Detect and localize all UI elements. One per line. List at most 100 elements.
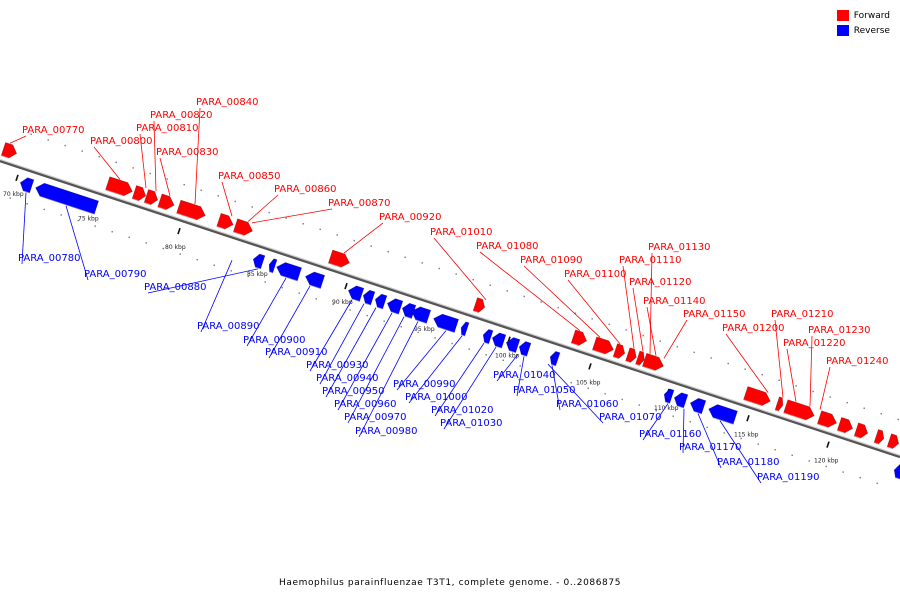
gene-bevel	[39, 195, 95, 215]
track-dot	[557, 306, 559, 309]
gene-bevel	[351, 298, 360, 303]
leader-line	[246, 277, 287, 347]
tick-label: 110 kbp	[654, 405, 679, 412]
track-dot	[502, 359, 504, 361]
forward-gene-label: PARA_00770	[22, 125, 84, 136]
track-dot	[111, 231, 113, 233]
reverse-gene-label: PARA_01170	[679, 442, 741, 453]
track-dot	[642, 334, 644, 337]
reverse-gene-label: PARA_00970	[344, 412, 406, 423]
gene-bevel	[216, 226, 225, 230]
reverse-gene	[893, 464, 900, 480]
leader-line	[642, 403, 669, 441]
leader-line	[347, 316, 405, 424]
forward-gene-label: PARA_01240	[826, 356, 888, 367]
leader-line	[408, 335, 463, 404]
track-dot	[625, 329, 627, 331]
forward-gene-label: PARA_01100	[564, 269, 626, 280]
reverse-gene	[268, 258, 278, 274]
track-dot	[77, 219, 79, 222]
forward-gene-label: PARA_00850	[218, 171, 280, 182]
forward-gene	[232, 218, 253, 236]
forward-gene	[570, 329, 588, 346]
leader-line	[516, 356, 525, 397]
leader-line	[819, 366, 831, 410]
tick-mark	[177, 227, 181, 235]
tick-label: 75 kbp	[78, 216, 99, 223]
gene-bevel	[635, 363, 640, 367]
reverse-gene	[673, 392, 689, 409]
gene-bevel	[551, 364, 556, 367]
track-dot	[81, 150, 83, 152]
track-dot	[230, 270, 232, 272]
reverse-gene-label: PARA_00910	[265, 347, 327, 358]
forward-gene-label: PARA_01200	[722, 323, 784, 334]
forward-gene-label: PARA_01140	[643, 296, 705, 307]
reverse-gene	[401, 302, 417, 320]
track-dot	[608, 323, 610, 326]
gene-bevel	[269, 271, 273, 274]
track-dot	[829, 396, 831, 398]
track-dot	[744, 368, 746, 370]
forward-gene-label: PARA_01230	[808, 325, 870, 336]
track-dot	[30, 133, 32, 136]
leader-line	[65, 205, 89, 281]
track-dot	[264, 281, 266, 283]
track-dot	[676, 346, 678, 348]
reverse-gene-label: PARA_01060	[556, 399, 618, 410]
leader-line	[396, 330, 447, 391]
tick-label: 85 kbp	[247, 271, 268, 278]
leader-line	[21, 192, 27, 265]
track-dot	[859, 476, 861, 479]
forward-gene	[0, 142, 18, 159]
tick-label: 95 kbp	[414, 326, 435, 333]
track-dot	[468, 348, 470, 350]
track-dot	[9, 197, 11, 199]
gene-bevel	[105, 189, 124, 197]
gene-bevel	[484, 342, 489, 345]
track-dot	[60, 214, 62, 216]
track-dot	[706, 426, 708, 429]
track-dot	[638, 404, 640, 406]
forward-gene	[157, 193, 175, 211]
genome-caption: Haemophilus parainfluenzae T3T1, complet…	[278, 578, 622, 588]
forward-gene-label: PARA_00800	[90, 136, 152, 147]
forward-gene-label: PARA_01150	[683, 309, 745, 320]
reverse-gene-label: PARA_00880	[144, 282, 206, 293]
leader-line	[221, 181, 233, 217]
gene-bevel	[836, 430, 845, 434]
leader-line	[358, 321, 419, 438]
track-dot	[285, 217, 287, 219]
reverse-gene-label: PARA_00790	[84, 269, 146, 280]
reverse-gene	[663, 388, 675, 404]
track-dot	[506, 290, 508, 292]
track-dot	[727, 362, 729, 365]
leader-line	[663, 319, 688, 359]
gene-bevel	[176, 212, 197, 221]
leader-line	[697, 413, 722, 469]
forward-gene	[873, 429, 885, 445]
reverse-gene-label: PARA_01050	[513, 385, 575, 396]
track-dot	[166, 178, 168, 180]
track-dot	[880, 413, 882, 415]
leader-line	[523, 265, 601, 338]
track-dot	[740, 437, 742, 440]
track-dot	[247, 275, 249, 278]
forward-swatch	[836, 10, 849, 21]
gene-bevel	[365, 302, 371, 306]
gene-bevel	[712, 417, 734, 425]
reverse-gene	[689, 397, 707, 415]
forward-gene	[886, 433, 900, 450]
reverse-gene-label: PARA_00950	[322, 386, 384, 397]
track-dot	[791, 454, 793, 457]
reverse-gene-label: PARA_00990	[393, 379, 455, 390]
track-dot	[570, 381, 572, 384]
gene-bevel	[693, 411, 702, 415]
forward-gene-label: PARA_00830	[156, 147, 218, 158]
gene-bevel	[677, 405, 684, 409]
track-dot	[795, 385, 797, 387]
leader-line	[93, 146, 121, 180]
track-dot	[332, 303, 334, 306]
gene-bevel	[280, 275, 298, 282]
leader-line	[200, 260, 233, 333]
